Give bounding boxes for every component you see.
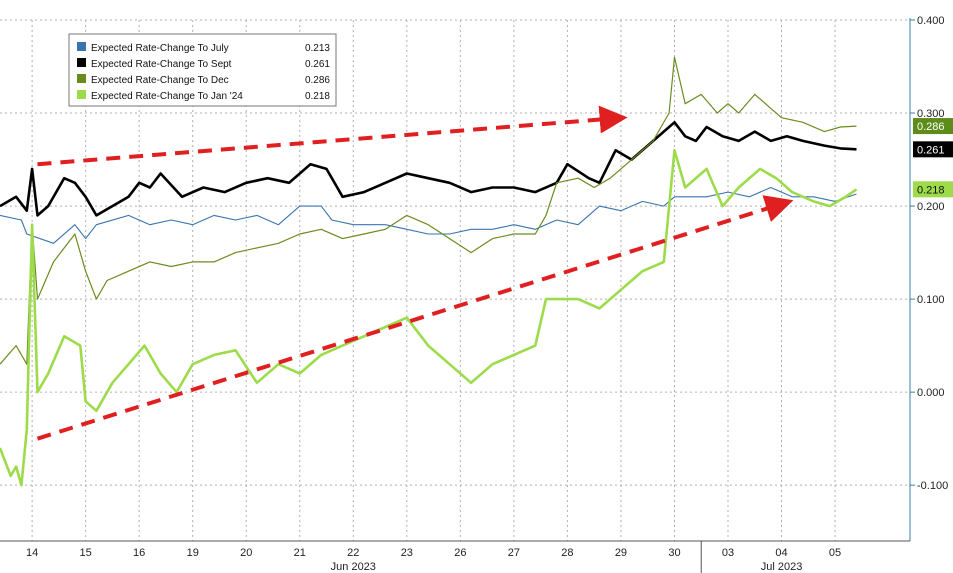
- x-tick-label: 22: [347, 547, 359, 559]
- value-tag-label: 0.286: [917, 121, 945, 133]
- trend-arrow: [37, 105, 628, 167]
- x-tick-label: 04: [775, 547, 787, 559]
- value-tag-label: 0.261: [917, 144, 945, 156]
- legend-label: Expected Rate-Change To Dec: [91, 75, 229, 86]
- legend-value: 0.286: [305, 75, 330, 86]
- series-line: [0, 149, 858, 487]
- legend-label: Expected Rate-Change To Sept: [91, 59, 232, 70]
- legend-box: [68, 33, 337, 107]
- y-tick-label: 0.000: [917, 387, 945, 399]
- x-tick-label: 14: [26, 547, 38, 559]
- x-tick-label: 28: [561, 547, 573, 559]
- y-tick-label: 0.200: [917, 201, 945, 213]
- y-tick-label: 0.300: [917, 108, 945, 120]
- value-tag-bg: [913, 181, 953, 198]
- x-tick-label: 26: [454, 547, 466, 559]
- legend-value: 0.213: [305, 43, 330, 54]
- value-tag-bg: [913, 118, 953, 135]
- x-tick-label: 29: [615, 547, 627, 559]
- series-line: [0, 186, 857, 244]
- month-label: Jul 2023: [761, 561, 803, 573]
- x-tick-label: 16: [133, 547, 145, 559]
- legend-value: 0.218: [305, 91, 330, 102]
- value-tag-bg: [913, 141, 953, 158]
- legend-swatch: [77, 74, 86, 83]
- legend-swatch: [77, 42, 86, 51]
- trend-arrows: [36, 105, 794, 441]
- x-tick-label: 05: [829, 547, 841, 559]
- x-tick-label: 15: [80, 547, 92, 559]
- month-label: Jun 2023: [331, 561, 376, 573]
- x-tick-label: 27: [508, 547, 520, 559]
- x-tick-label: 21: [294, 547, 306, 559]
- x-tick-label: 23: [401, 547, 413, 559]
- series-line: [0, 56, 857, 365]
- legend-swatch: [77, 58, 86, 67]
- y-tick-label: 0.400: [917, 15, 945, 27]
- x-tick-label: 03: [722, 547, 734, 559]
- legend-label: Expected Rate-Change To Jan '24: [91, 91, 243, 102]
- x-tick-label: 20: [240, 547, 252, 559]
- legend-label: Expected Rate-Change To July: [91, 43, 229, 54]
- value-tags: 0.261 0.286 0.218: [913, 118, 953, 198]
- x-tick-label: 30: [668, 547, 680, 559]
- series-lines: [0, 56, 858, 487]
- legend-swatch: [77, 90, 86, 99]
- value-tag-label: 0.218: [917, 184, 945, 196]
- trend-arrow: [36, 195, 794, 441]
- gridlines: [0, 19, 910, 541]
- y-tick-label: -0.100: [917, 480, 948, 492]
- y-tick-label: 0.100: [917, 294, 945, 306]
- legend: Expected Rate-Change To July 0.213 Expecte…: [68, 33, 337, 107]
- series-line: [0, 121, 857, 217]
- axes: 0.400 0.300 0.200 0.100 0.000 -0.100 14 15 16 19 2…: [0, 15, 948, 573]
- x-tick-label: 19: [187, 547, 199, 559]
- legend-value: 0.261: [305, 59, 330, 70]
